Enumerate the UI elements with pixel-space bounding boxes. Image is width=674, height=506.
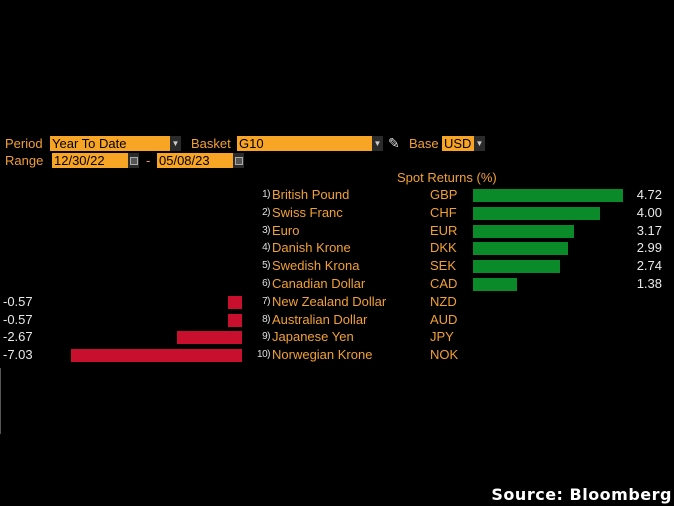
currency-code: CHF (430, 205, 457, 220)
rank-label: 4) (262, 242, 270, 253)
currency-name[interactable]: Danish Krone (272, 240, 351, 255)
bar-negative[interactable] (228, 314, 242, 327)
rank-label: 1) (262, 189, 270, 200)
range-start-input[interactable]: 12/30/22 (52, 153, 128, 168)
value-label: 1.38 (636, 276, 662, 291)
rank-label: 3) (262, 225, 270, 236)
chevron-down-icon[interactable]: ▼ (372, 136, 383, 151)
base-select[interactable]: USD (442, 136, 474, 151)
bar-negative[interactable] (228, 296, 242, 309)
currency-name[interactable]: Canadian Dollar (272, 276, 366, 291)
rank-label: 2) (262, 207, 270, 218)
value-label: -0.57 (3, 312, 33, 327)
rank-label: 7) (262, 296, 270, 307)
currency-name[interactable]: Australian Dollar (272, 312, 368, 327)
currency-name[interactable]: Norwegian Krone (272, 347, 373, 362)
bar-negative[interactable] (177, 331, 242, 344)
bar-positive[interactable] (473, 225, 574, 238)
currency-name[interactable]: New Zealand Dollar (272, 294, 387, 309)
currency-code: JPY (430, 329, 454, 344)
currency-name[interactable]: Swiss Franc (272, 205, 343, 220)
range-end-input[interactable]: 05/08/23 (157, 153, 233, 168)
currency-name[interactable]: Euro (272, 223, 300, 238)
calendar-icon[interactable] (128, 153, 139, 168)
value-label: 2.74 (636, 258, 662, 273)
value-label: 3.17 (636, 223, 662, 238)
bar-positive[interactable] (473, 242, 568, 255)
bar-negative[interactable] (71, 349, 242, 362)
currency-code: NZD (430, 294, 457, 309)
currency-name[interactable]: British Pound (272, 187, 350, 202)
currency-code: CAD (430, 276, 458, 291)
currency-code: AUD (430, 312, 458, 327)
pencil-icon[interactable]: ✎ (388, 135, 400, 151)
rank-label: 8) (262, 314, 270, 325)
range-label: Range (5, 153, 44, 168)
rank-label: 6) (262, 278, 270, 289)
bar-positive[interactable] (473, 189, 623, 202)
currency-code: DKK (430, 240, 457, 255)
divider (0, 368, 1, 434)
value-label: -2.67 (3, 329, 33, 344)
basket-select[interactable]: G10 (237, 136, 372, 151)
range-separator: - (146, 153, 151, 168)
bar-positive[interactable] (473, 260, 560, 273)
chevron-down-icon[interactable]: ▼ (170, 136, 181, 151)
period-select[interactable]: Year To Date (50, 136, 170, 151)
currency-code: NOK (430, 347, 459, 362)
value-label: 2.99 (636, 240, 662, 255)
currency-code: SEK (430, 258, 457, 273)
basket-label: Basket (191, 136, 231, 151)
rank-label: 10) (257, 349, 270, 360)
currency-name[interactable]: Japanese Yen (272, 329, 354, 344)
rank-label: 9) (262, 331, 270, 342)
chevron-down-icon[interactable]: ▼ (474, 136, 485, 151)
value-label: -7.03 (3, 347, 33, 362)
chart-title: Spot Returns (%) (397, 170, 497, 185)
currency-name[interactable]: Swedish Krona (272, 258, 360, 273)
base-label: Base (409, 136, 439, 151)
currency-code: EUR (430, 223, 458, 238)
bar-positive[interactable] (473, 207, 600, 220)
source-note: Source: Bloomberg (491, 485, 672, 504)
calendar-icon[interactable] (233, 153, 244, 168)
period-label: Period (5, 136, 43, 151)
bar-positive[interactable] (473, 278, 517, 291)
currency-code: GBP (430, 187, 458, 202)
rank-label: 5) (262, 260, 270, 271)
value-label: -0.57 (3, 294, 33, 309)
value-label: 4.72 (636, 187, 662, 202)
value-label: 4.00 (636, 205, 662, 220)
